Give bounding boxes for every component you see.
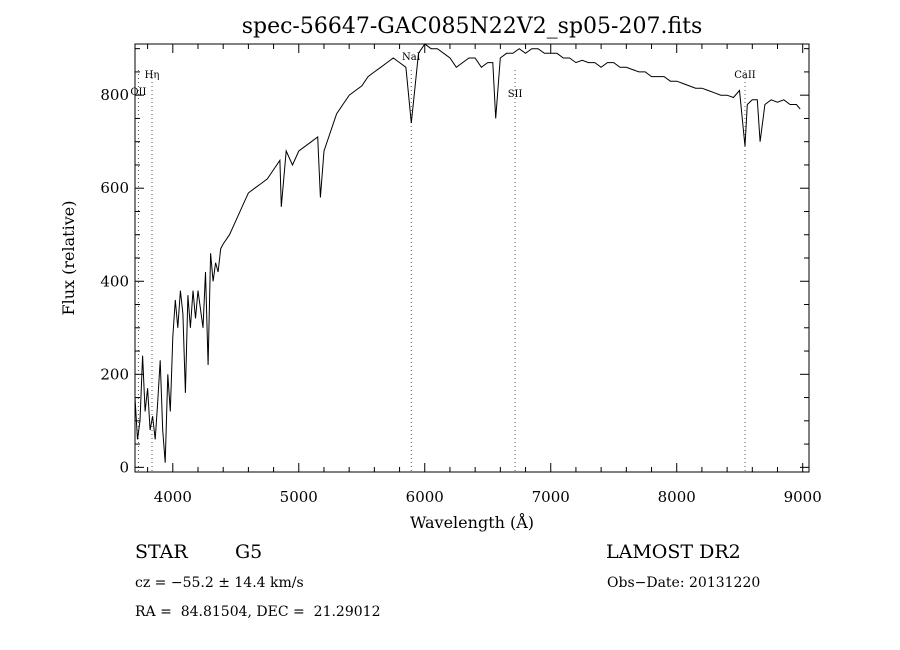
observation-date: Obs−Date: 20131220	[607, 575, 761, 591]
x-tick-label: 9000	[784, 488, 822, 506]
y-tick-label: 0	[119, 458, 129, 476]
x-tick-label: 7000	[532, 488, 570, 506]
plot-frame	[134, 43, 810, 473]
line-marker-label: OII	[130, 87, 146, 98]
object-type: STAR	[135, 541, 188, 563]
y-tick-label: 600	[100, 179, 129, 197]
line-marker-label: CaII	[734, 70, 756, 81]
y-tick-label: 800	[100, 86, 129, 104]
x-axis-label: Wavelength (Å)	[410, 512, 534, 532]
survey-name: LAMOST DR2	[606, 541, 741, 563]
y-tick-label: 400	[100, 272, 129, 290]
spectrum-series-line	[134, 43, 801, 463]
x-tick-label: 8000	[658, 488, 696, 506]
x-tick-label: 5000	[280, 488, 318, 506]
line-marker-label: SII	[508, 89, 523, 100]
y-axis-label: Flux (relative)	[59, 201, 78, 316]
y-tick-label: 200	[100, 365, 129, 383]
chart-title: spec-56647-GAC085N22V2_sp05-207.fits	[242, 14, 703, 39]
line-marker-label: Hη	[145, 70, 160, 81]
line-marker-label: NaI	[402, 52, 421, 63]
redshift-velocity: cz = −55.2 ± 14.4 km/s	[135, 575, 304, 591]
x-tick-label: 4000	[154, 488, 192, 506]
coordinates: RA = 84.81504, DEC = 21.29012	[135, 604, 381, 620]
spectral-subclass: G5	[235, 541, 263, 563]
x-tick-label: 6000	[406, 488, 444, 506]
